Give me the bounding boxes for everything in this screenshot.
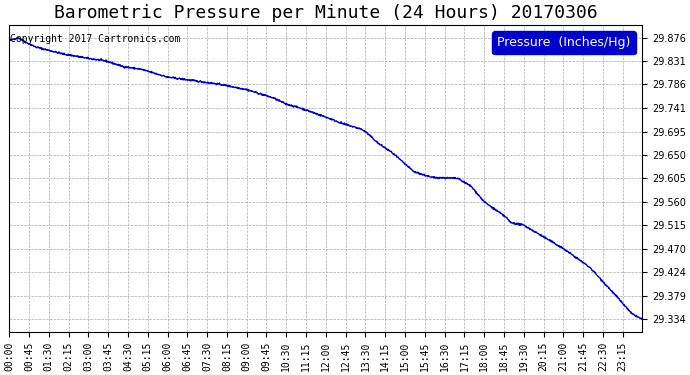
Text: Copyright 2017 Cartronics.com: Copyright 2017 Cartronics.com (10, 34, 180, 44)
Title: Barometric Pressure per Minute (24 Hours) 20170306: Barometric Pressure per Minute (24 Hours… (54, 4, 598, 22)
Legend: Pressure  (Inches/Hg): Pressure (Inches/Hg) (493, 32, 636, 54)
